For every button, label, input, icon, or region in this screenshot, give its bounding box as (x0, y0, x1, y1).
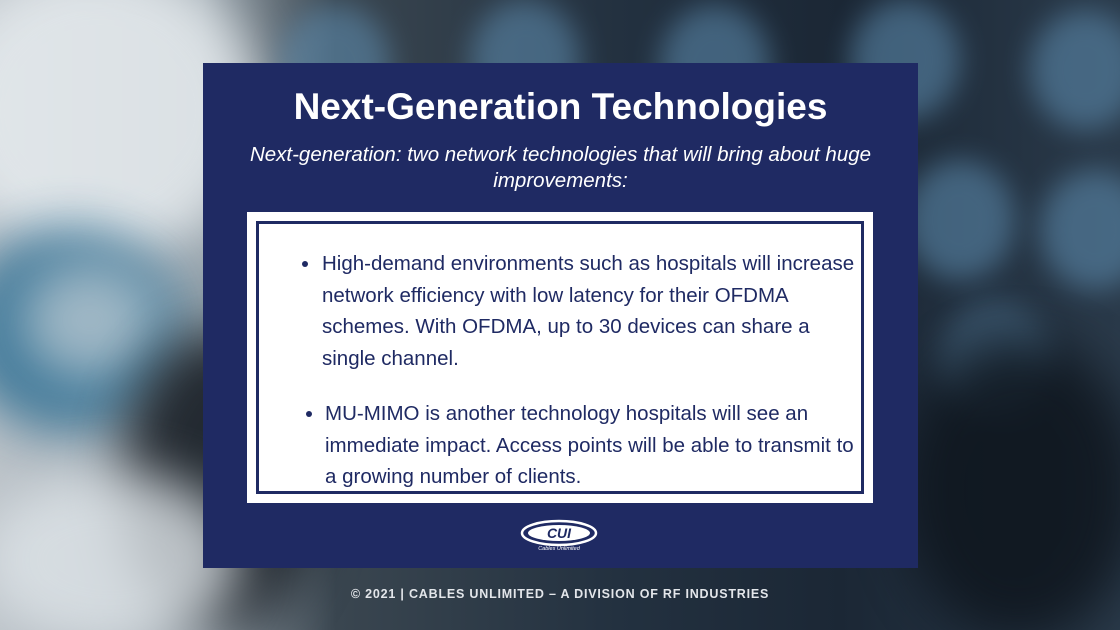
bullet-dot (302, 261, 308, 267)
logo-tagline: Cables Unlimited (538, 546, 581, 552)
content-panel: Next-Generation Technologies Next-genera… (203, 63, 918, 568)
bullet-item-mu-mimo: MU-MIMO is another technology hospitals … (325, 402, 854, 488)
cui-logo: CUI Cables Unlimited (520, 519, 598, 552)
bullet-card-border: High-demand environments such as hospita… (256, 221, 864, 494)
copyright-footer: © 2021 | CABLES UNLIMITED – A DIVISION O… (350, 587, 770, 601)
logo-mark: CUI (547, 525, 572, 541)
slide-title: Next-Generation Technologies (293, 86, 828, 127)
bullet-item-ofdma: High-demand environments such as hospita… (322, 252, 855, 370)
bullet-card: High-demand environments such as hospita… (247, 212, 873, 503)
slide-subtitle: Next-generation: two network technologie… (249, 143, 872, 192)
bullet-dot (306, 411, 312, 417)
